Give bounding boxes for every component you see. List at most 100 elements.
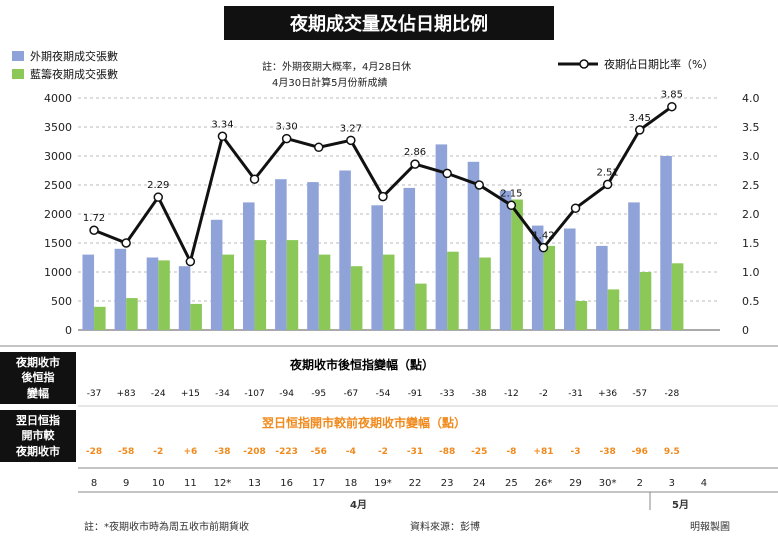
row2-value: -56 <box>311 447 327 457</box>
ratio-point <box>635 125 645 135</box>
legend-green: 藍籌夜期成交張數 <box>12 66 118 82</box>
legend-line-label: 夜期佔日期比率（%） <box>604 58 714 71</box>
ratio-point <box>346 135 356 146</box>
row2-value: -96 <box>632 447 648 457</box>
row2-value: 9.5 <box>664 447 680 457</box>
x-tick-label: 17 <box>312 478 325 489</box>
legend-blue: 外期夜期成交張數 <box>12 48 118 64</box>
row2-value: -223 <box>275 447 298 457</box>
month-label-apr: 4月 <box>350 500 367 511</box>
bar-green <box>222 254 235 330</box>
bar-green <box>447 251 459 330</box>
row1-value: -34 <box>215 389 230 399</box>
bar-green <box>318 254 331 330</box>
bar-green <box>350 266 363 330</box>
chart-title: 夜期成交量及佔日期比例 <box>224 6 554 40</box>
row2-value: -88 <box>439 447 455 457</box>
y-tick-right: 3.5 <box>742 121 760 134</box>
y-tick-right: 2.5 <box>742 179 760 192</box>
bar-blue <box>403 187 416 330</box>
row1-value: -94 <box>279 389 294 399</box>
x-tick-label: 3 <box>669 478 675 489</box>
row2-value: +81 <box>533 447 553 457</box>
bar-green <box>511 199 523 330</box>
x-tick-label: 8 <box>91 478 97 489</box>
ratio-point <box>185 256 196 267</box>
ratio-point <box>570 203 581 213</box>
ratio-point <box>602 179 613 190</box>
bar-green <box>382 254 395 330</box>
row1-value: -2 <box>539 389 548 399</box>
month-label-may: 5月 <box>672 500 689 511</box>
bar-green <box>286 240 299 330</box>
row1-value: -12 <box>504 389 519 399</box>
x-tick-label: 4 <box>701 478 707 489</box>
bar-green <box>607 289 620 330</box>
y-tick-left: 4000 <box>44 92 72 105</box>
bar-green <box>158 260 170 330</box>
row1-value: -24 <box>151 389 166 399</box>
x-tick-label: 18 <box>344 478 357 489</box>
x-tick-label: 26* <box>535 478 553 489</box>
bar-green <box>94 306 106 330</box>
bar-green <box>543 245 556 330</box>
row2-value: -25 <box>471 447 487 457</box>
row1-value: -57 <box>632 389 647 399</box>
row1-value: -33 <box>440 389 455 399</box>
bar-blue <box>82 254 95 330</box>
blue-swatch <box>12 51 24 61</box>
bar-blue <box>307 182 319 330</box>
bar-blue <box>596 245 608 330</box>
y-tick-left: 0 <box>65 324 72 337</box>
y-tick-left: 1500 <box>44 237 72 250</box>
y-tick-right: 0 <box>742 324 749 337</box>
row2-value: -58 <box>118 447 134 457</box>
ratio-point <box>121 238 131 248</box>
ratio-point <box>667 101 677 112</box>
row2-value: -3 <box>571 447 581 457</box>
bar-blue <box>628 202 640 330</box>
ratio-label: 2.29 <box>147 180 169 191</box>
row2-value: -31 <box>407 447 423 457</box>
bar-blue <box>114 248 127 330</box>
bar-blue <box>563 228 576 330</box>
x-tick-label: 23 <box>441 478 454 489</box>
x-tick-label: 16 <box>280 478 293 489</box>
x-tick-label: 2 <box>637 478 643 489</box>
ratio-point <box>314 142 324 153</box>
row1-label: 夜期收市 後恒指 變幅 <box>0 352 76 404</box>
ratio-label: 3.34 <box>211 119 233 130</box>
bar-blue <box>210 219 223 330</box>
bar-blue <box>339 170 351 330</box>
ratio-label: 1.42 <box>532 231 554 242</box>
bar-blue <box>660 156 672 330</box>
ratio-point <box>249 174 260 184</box>
row2-label: 翌日恒指 開市較 夜期收市 <box>0 410 76 462</box>
x-tick-label: 13 <box>248 478 261 489</box>
y-tick-right: 1.0 <box>742 266 760 279</box>
y-tick-right: 3.0 <box>742 150 760 163</box>
bar-blue <box>435 144 448 330</box>
x-tick-label: 22 <box>409 478 422 489</box>
ratio-point <box>89 225 99 235</box>
x-tick-label: 19* <box>374 478 392 489</box>
row2-title: 翌日恒指開市較前夜期收市變幅（點） <box>262 416 467 430</box>
bar-green <box>254 240 267 330</box>
row1-value: +15 <box>181 389 200 399</box>
row1-title: 夜期收市後恒指變幅（點） <box>290 358 435 372</box>
ratio-label: 3.27 <box>340 123 362 134</box>
row1-value: +83 <box>117 389 136 399</box>
bar-blue <box>467 161 480 330</box>
y-tick-left: 3000 <box>44 150 72 163</box>
row2-value: -28 <box>86 447 102 457</box>
ratio-point <box>153 192 163 202</box>
ratio-label: 2.15 <box>500 188 522 199</box>
y-tick-left: 3500 <box>44 121 72 134</box>
ratio-label: 2.86 <box>404 147 426 158</box>
footer-credit: 明報製圖 <box>690 522 730 533</box>
y-tick-left: 2000 <box>44 208 72 221</box>
bar-blue <box>499 190 512 330</box>
y-tick-right: 4.0 <box>742 92 760 105</box>
